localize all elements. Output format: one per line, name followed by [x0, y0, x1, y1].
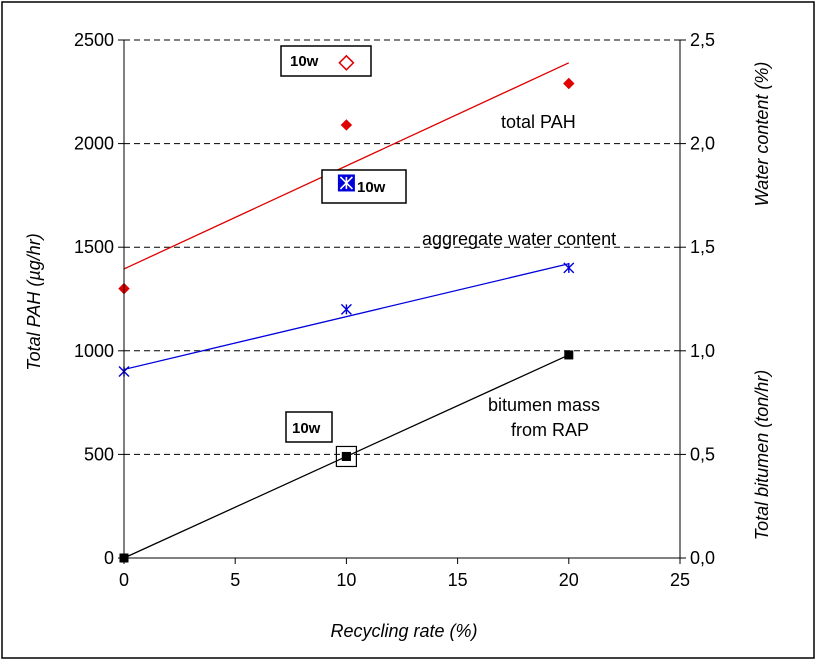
x-axis-title: Recycling rate (%): [330, 621, 477, 641]
axis-titles: Recycling rate (%) Total PAH (µg/hr) Wat…: [24, 62, 772, 641]
y2-axis-title-bitumen: Total bitumen (ton/hr): [752, 370, 772, 540]
highlight-marker-pah: [338, 54, 355, 71]
y-tick-label: 1500: [74, 237, 114, 257]
highlight-box-bitumen-label: [285, 411, 333, 443]
y2-axis-title-water: Water content (%): [752, 62, 772, 207]
x-tick-label: 25: [670, 570, 690, 590]
point-water: [340, 303, 352, 315]
x-tick-label: 10: [336, 570, 356, 590]
highlight-frame-bitumen: [335, 445, 357, 468]
axes: [118, 39, 686, 564]
point-pah: [563, 77, 575, 90]
highlight-label-bitumen: 10w: [292, 420, 321, 437]
y-tick-label: 2500: [74, 30, 114, 50]
highlight-box-pah: [280, 45, 372, 77]
grid: [124, 39, 680, 455]
series-label-bitumen-line2: from RAP: [511, 420, 589, 440]
y-tick-label: 1000: [74, 341, 114, 361]
point-bitumen: [564, 350, 574, 360]
series-label-water: aggregate water content: [422, 229, 616, 249]
highlight-box-water: [321, 169, 407, 204]
series-label-pah: total PAH: [501, 112, 576, 132]
highlight-label-water: 10w: [357, 179, 386, 196]
x-tick-label: 5: [230, 570, 240, 590]
y2-tick-label: 0,0: [690, 548, 715, 568]
highlight-points: 10w 10w 10w: [280, 45, 407, 468]
series-label-bitumen-line1: bitumen mass: [488, 395, 600, 415]
y2-tick-label: 1,0: [690, 341, 715, 361]
highlight-label-pah: 10w: [290, 53, 319, 70]
highlight-marker-water: [339, 176, 353, 190]
tick-labels: 0 500 1000 1500 2000 2500 0,0 0,5 1,0 1,5 2,0 2,5 0 5…: [74, 30, 715, 590]
y2-tick-label: 1,5: [690, 237, 715, 257]
y2-tick-label: 2,0: [690, 134, 715, 154]
y2-tick-label: 2,5: [690, 30, 715, 50]
x-tick-label: 0: [119, 570, 129, 590]
y-axis-title: Total PAH (µg/hr): [24, 233, 44, 370]
y-tick-label: 0: [104, 548, 114, 568]
point-water: [563, 262, 575, 274]
y2-tick-label: 0,5: [690, 444, 715, 464]
y-tick-label: 2000: [74, 134, 114, 154]
y-tick-label: 500: [84, 444, 114, 464]
annotations: total PAH aggregate water content bitume…: [422, 112, 616, 440]
highlight-marker-bitumen: [341, 451, 351, 461]
trend-line-water: [123, 263, 569, 371]
x-tick-label: 15: [448, 570, 468, 590]
point-pah: [340, 119, 353, 131]
trend-line-pah: [123, 62, 570, 270]
x-tick-label: 20: [559, 570, 579, 590]
